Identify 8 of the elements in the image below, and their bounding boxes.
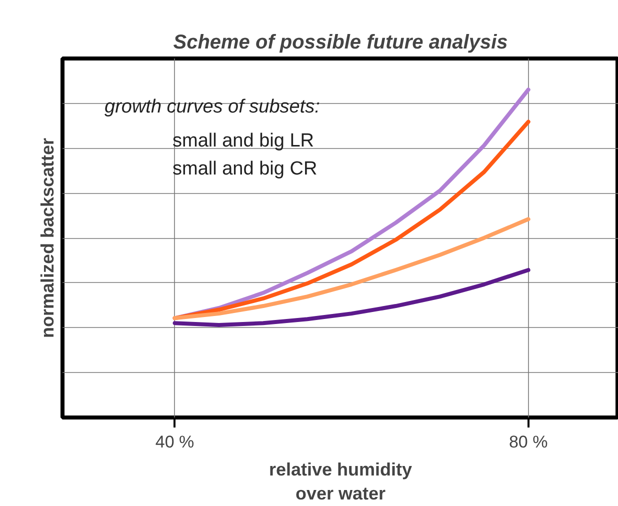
- annotation: small and big CR: [172, 158, 318, 180]
- annotation: growth curves of subsets:: [104, 96, 320, 118]
- x-tick-label: 40 %: [155, 432, 194, 452]
- x-axis-title: relative humidity over water: [268, 460, 412, 504]
- x-tick-label: 80 %: [508, 432, 548, 452]
- y-axis-title: normalized backscatter: [38, 138, 58, 338]
- annotation: small and big LR: [172, 130, 314, 152]
- chart-title: Scheme of possible future analysis: [173, 32, 508, 54]
